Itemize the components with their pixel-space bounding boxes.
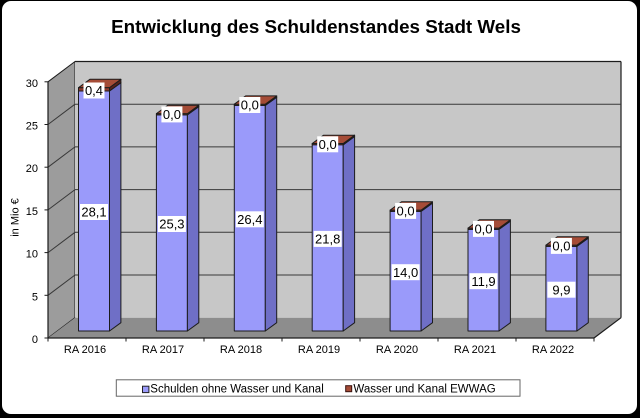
- svg-text:21,8: 21,8: [315, 232, 340, 247]
- svg-text:RA 2016: RA 2016: [64, 344, 106, 356]
- svg-text:5: 5: [32, 291, 38, 303]
- svg-text:0,0: 0,0: [241, 98, 259, 113]
- svg-text:14,0: 14,0: [393, 265, 418, 280]
- svg-text:RA 2019: RA 2019: [298, 344, 340, 356]
- svg-text:RA 2022: RA 2022: [532, 344, 574, 356]
- svg-text:0,0: 0,0: [474, 222, 492, 237]
- svg-text:0,0: 0,0: [552, 239, 570, 254]
- svg-text:30: 30: [26, 78, 38, 90]
- svg-text:RA 2017: RA 2017: [142, 344, 184, 356]
- svg-text:0,0: 0,0: [319, 137, 337, 152]
- svg-text:0,0: 0,0: [163, 107, 181, 122]
- svg-text:10: 10: [26, 249, 38, 261]
- svg-text:RA 2020: RA 2020: [376, 344, 418, 356]
- svg-text:0,0: 0,0: [397, 204, 415, 219]
- svg-text:in Mio €: in Mio €: [10, 198, 22, 237]
- svg-text:26,4: 26,4: [237, 212, 262, 227]
- svg-text:20: 20: [26, 163, 38, 175]
- svg-text:Schulden ohne Wasser und Kanal: Schulden ohne Wasser und Kanal: [150, 384, 323, 396]
- svg-text:25: 25: [26, 121, 38, 133]
- svg-text:15: 15: [26, 206, 38, 218]
- svg-text:25,3: 25,3: [159, 217, 184, 232]
- svg-text:RA 2018: RA 2018: [220, 344, 262, 356]
- svg-text:RA 2021: RA 2021: [454, 344, 496, 356]
- svg-text:9,9: 9,9: [552, 282, 570, 297]
- svg-text:28,1: 28,1: [81, 205, 106, 220]
- svg-text:0,4: 0,4: [85, 83, 103, 98]
- svg-text:Entwicklung des Schuldenstande: Entwicklung des Schuldenstandes Stadt We…: [111, 16, 521, 37]
- svg-text:0: 0: [32, 334, 38, 346]
- svg-text:11,9: 11,9: [471, 274, 495, 289]
- svg-text:Wasser und Kanal EWWAG: Wasser und Kanal EWWAG: [353, 384, 495, 396]
